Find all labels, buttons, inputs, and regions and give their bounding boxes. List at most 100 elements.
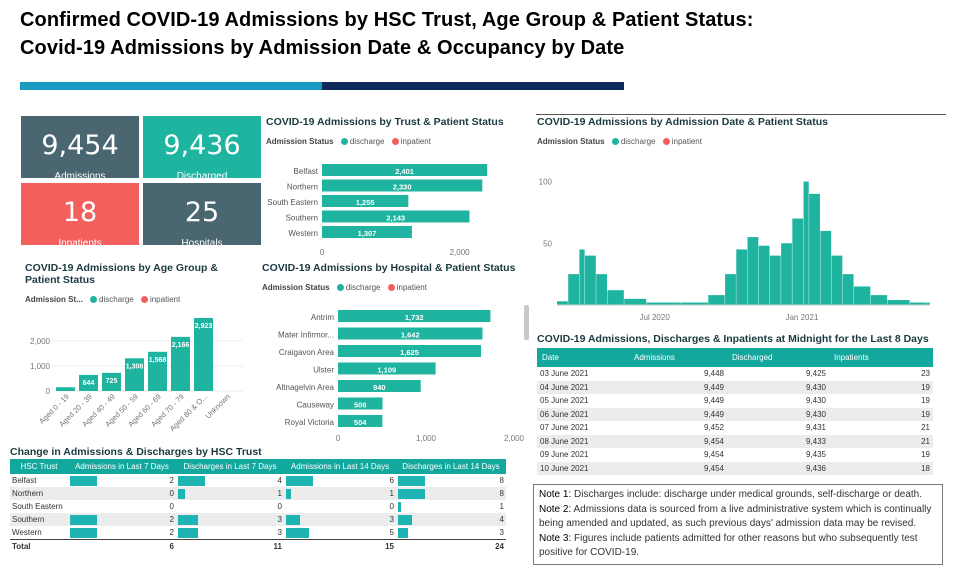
- bar: [585, 255, 596, 305]
- bar: [568, 274, 580, 305]
- bar: [870, 295, 888, 305]
- category-label: Western: [288, 229, 318, 238]
- col-inpatients[interactable]: Inpatients: [829, 348, 933, 367]
- bar: [758, 245, 770, 305]
- bar: [338, 310, 491, 322]
- kpi-hospitals: 25 Hospitals: [143, 183, 261, 249]
- bar: [926, 302, 930, 305]
- table-cell: 0: [68, 500, 176, 513]
- table-cell: 03 June 2021: [540, 369, 589, 379]
- bar: [809, 193, 820, 305]
- table-cell: 1: [396, 500, 506, 513]
- discharge-dot-icon: [611, 138, 619, 145]
- col-adm-7[interactable]: Admissions in Last 7 Days: [68, 459, 176, 474]
- bar: [338, 380, 421, 392]
- inpatient-dot-icon: [140, 296, 148, 303]
- bar: [747, 237, 759, 305]
- table-cell: 08 June 2021: [537, 434, 629, 448]
- bar: [820, 230, 832, 305]
- bar: [322, 226, 412, 238]
- category-label: Royal Victoria: [285, 418, 335, 427]
- bar-value-label: 1,308: [126, 363, 144, 370]
- col-adm-14[interactable]: Admissions in Last 14 Days: [284, 459, 396, 474]
- table-cell: 18: [829, 461, 933, 475]
- table-cell: 9,430: [727, 380, 829, 394]
- kpi-hospitals-value: 25: [184, 197, 220, 228]
- bar: [736, 249, 748, 305]
- col-admissions[interactable]: Admissions: [629, 348, 727, 367]
- hospital-bar-chart: Antrim 1,732 Mater Infirmor... 1,642 Craigav…: [276, 310, 525, 443]
- col-discharged[interactable]: Discharged: [727, 348, 829, 367]
- legend-discharge: discharge: [349, 137, 385, 146]
- table-cell: 09 June 2021: [540, 450, 589, 460]
- cell-value: 2: [169, 527, 174, 537]
- cell-value: 5: [389, 527, 394, 537]
- table-cell: 2: [68, 526, 176, 539]
- data-bar: [178, 476, 205, 486]
- table-row: 06 June 2021 9,449 9,430 19: [537, 407, 933, 421]
- legend-inpatient: inpatient: [149, 295, 181, 304]
- data-bar: [178, 489, 185, 499]
- cell-value: 1: [277, 489, 282, 498]
- trust-name: Belfast: [12, 476, 37, 485]
- bar: [596, 274, 608, 305]
- total-cell: 15: [284, 538, 396, 553]
- bar: [79, 374, 98, 391]
- axis-tick-label: 100: [539, 178, 553, 187]
- trust-bar-chart: Belfast 2,401 Northern 2,330 South Eastern 1,…: [267, 164, 488, 257]
- col-date[interactable]: Date: [537, 348, 629, 367]
- col-hsc-trust[interactable]: HSC Trust: [10, 459, 68, 474]
- bar: [322, 179, 483, 192]
- table-cell: 9,454: [629, 461, 727, 475]
- kpi-admissions-value: 9,454: [41, 130, 119, 161]
- category-label: Craigavon Area: [279, 348, 335, 357]
- bar: [338, 415, 383, 427]
- table-cell: 0: [176, 500, 284, 513]
- bar-value-label: 1,255: [356, 198, 375, 207]
- trust-chart-legend: Admission Status discharge inpatient: [266, 137, 431, 146]
- data-bar: [70, 476, 97, 486]
- data-bar: [398, 489, 425, 499]
- category-label: Northern: [287, 183, 318, 192]
- bar-value-label: 1,642: [401, 331, 420, 340]
- total-cell: 24: [396, 538, 506, 553]
- table-cell: 9,430: [727, 407, 829, 421]
- bar: [148, 351, 167, 391]
- cell-value: 0: [277, 502, 282, 511]
- bar-value-label: 2,923: [195, 323, 213, 330]
- cell-value: 2: [169, 515, 174, 524]
- category-label: Ulster: [313, 366, 334, 375]
- cell-value: 0: [169, 502, 174, 511]
- total-row: Total 6 11 15 24: [10, 538, 506, 553]
- table-cell: 9,448: [703, 369, 724, 379]
- table-cell: 06 June 2021: [537, 407, 629, 421]
- legend-title: Admission Status: [262, 283, 330, 292]
- table-cell: 05 June 2021: [540, 396, 589, 406]
- bar: [769, 255, 781, 305]
- table-cell: 19: [921, 396, 930, 406]
- table-cell: 9,436: [727, 461, 829, 475]
- col-dis-7[interactable]: Discharges in Last 7 Days: [176, 459, 284, 474]
- legend-discharge: discharge: [345, 283, 381, 292]
- cell-value: 2: [169, 476, 174, 485]
- trust-name: Northern: [10, 487, 68, 500]
- col-dis-14[interactable]: Discharges in Last 14 Days: [396, 459, 506, 474]
- table-cell: 9,454: [703, 450, 724, 460]
- kpi-discharged-label: Discharged: [176, 171, 228, 182]
- table-cell: 19: [829, 380, 933, 394]
- table-row: Belfast 2 4 6 8: [10, 474, 506, 487]
- cell-value: 0: [169, 489, 174, 498]
- table-cell: 8: [396, 474, 506, 487]
- scrollbar-thumb[interactable]: [524, 305, 529, 340]
- bar-value-label: 725: [106, 378, 118, 385]
- cell-value: 1: [499, 502, 504, 511]
- cell-value: 4: [277, 476, 282, 485]
- table-cell: 5: [284, 526, 396, 539]
- table-cell: 4: [176, 474, 284, 487]
- note-2: Note 2: Admissions data is sourced from …: [539, 503, 932, 530]
- table-cell: 8: [396, 487, 506, 500]
- bar: [781, 243, 792, 305]
- table-cell: 19: [921, 450, 930, 460]
- discharge-dot-icon: [90, 296, 98, 303]
